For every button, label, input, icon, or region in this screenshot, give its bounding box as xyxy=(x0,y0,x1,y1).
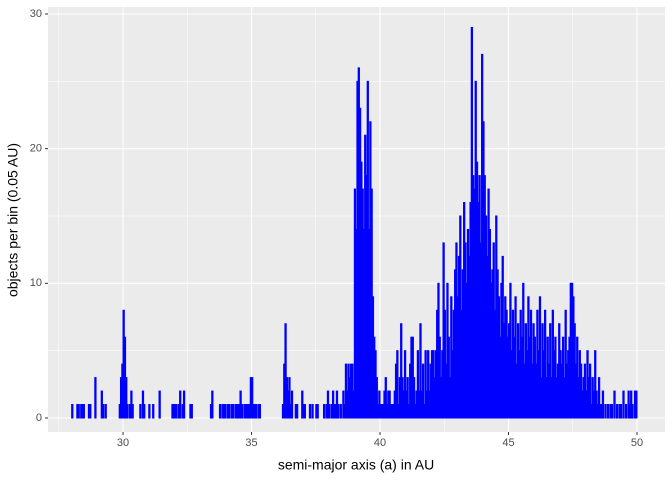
bar xyxy=(89,404,92,419)
bar xyxy=(406,377,409,419)
bar xyxy=(384,377,387,419)
bar xyxy=(419,323,422,419)
bar xyxy=(240,404,244,419)
bar xyxy=(290,390,294,419)
bar xyxy=(77,404,80,419)
bar xyxy=(284,323,287,419)
x-tick-label: 30 xyxy=(117,437,129,449)
bar xyxy=(182,390,186,419)
y-axis-title: objects per bin (0.05 AU) xyxy=(5,143,21,297)
bar xyxy=(403,350,407,419)
bar xyxy=(82,404,85,419)
x-axis-title: semi-major axis (a) in AU xyxy=(278,457,434,473)
x-tick-label: 40 xyxy=(374,437,386,449)
bar xyxy=(424,350,427,419)
bar xyxy=(211,390,214,419)
bar xyxy=(303,404,306,419)
bar xyxy=(337,404,340,419)
bar xyxy=(131,404,134,419)
bar xyxy=(104,404,107,419)
bar xyxy=(396,350,399,419)
x-tick-label: 45 xyxy=(502,437,514,449)
bar xyxy=(538,296,542,419)
bar xyxy=(316,404,319,419)
x-tick-label: 50 xyxy=(631,437,643,449)
bar xyxy=(125,377,128,419)
bar xyxy=(288,377,291,419)
x-tick-label: 35 xyxy=(245,437,257,449)
bar xyxy=(543,309,547,419)
bar xyxy=(597,377,601,419)
bar xyxy=(190,404,193,419)
bar xyxy=(604,404,607,419)
bar xyxy=(218,404,222,419)
bar xyxy=(613,390,616,419)
bar xyxy=(148,404,151,419)
bar xyxy=(328,404,331,419)
bar xyxy=(126,404,129,419)
bar xyxy=(375,377,378,419)
bar xyxy=(514,296,517,419)
bar xyxy=(227,404,231,419)
y-tick-label: 20 xyxy=(30,143,42,155)
bar xyxy=(427,350,430,419)
bar xyxy=(601,390,605,419)
bar xyxy=(322,404,326,419)
bar xyxy=(615,404,619,419)
bar xyxy=(152,404,155,419)
bar xyxy=(624,404,628,419)
bar xyxy=(101,404,105,419)
bar xyxy=(258,404,262,419)
bar xyxy=(412,377,416,419)
bar xyxy=(588,363,592,419)
bar xyxy=(254,404,258,419)
y-tick-label: 30 xyxy=(30,8,42,20)
bar xyxy=(139,404,142,419)
y-tick-label: 0 xyxy=(36,412,42,424)
bar xyxy=(606,404,610,419)
y-tick-label: 10 xyxy=(30,277,42,289)
bar xyxy=(94,377,97,419)
bar xyxy=(179,390,182,419)
bar xyxy=(158,390,161,419)
bar xyxy=(295,404,299,419)
bar xyxy=(311,404,314,419)
bar xyxy=(421,363,425,419)
bar xyxy=(71,404,74,419)
bar xyxy=(251,377,254,419)
bar xyxy=(175,404,178,419)
bar xyxy=(594,350,597,419)
bar xyxy=(631,404,634,419)
bar xyxy=(143,404,146,419)
bar xyxy=(610,404,614,419)
bar xyxy=(400,323,403,419)
bar xyxy=(416,350,420,419)
bar xyxy=(339,404,342,419)
bar xyxy=(224,404,227,419)
bar xyxy=(619,404,623,419)
bar xyxy=(231,404,235,419)
bar xyxy=(622,390,625,419)
bar xyxy=(308,404,312,419)
bar xyxy=(549,323,552,419)
bar xyxy=(522,282,525,419)
bar xyxy=(635,390,638,419)
